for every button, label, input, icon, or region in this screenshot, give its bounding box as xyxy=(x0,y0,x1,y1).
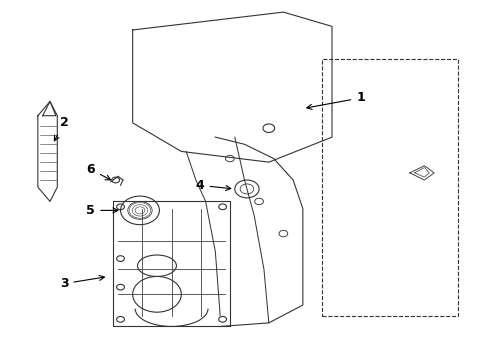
Bar xyxy=(322,59,458,316)
Text: 5: 5 xyxy=(86,204,118,217)
Text: 6: 6 xyxy=(86,163,110,180)
Text: 4: 4 xyxy=(196,179,230,192)
Text: 2: 2 xyxy=(54,116,68,141)
Text: 3: 3 xyxy=(60,275,104,290)
Text: 1: 1 xyxy=(306,91,365,109)
